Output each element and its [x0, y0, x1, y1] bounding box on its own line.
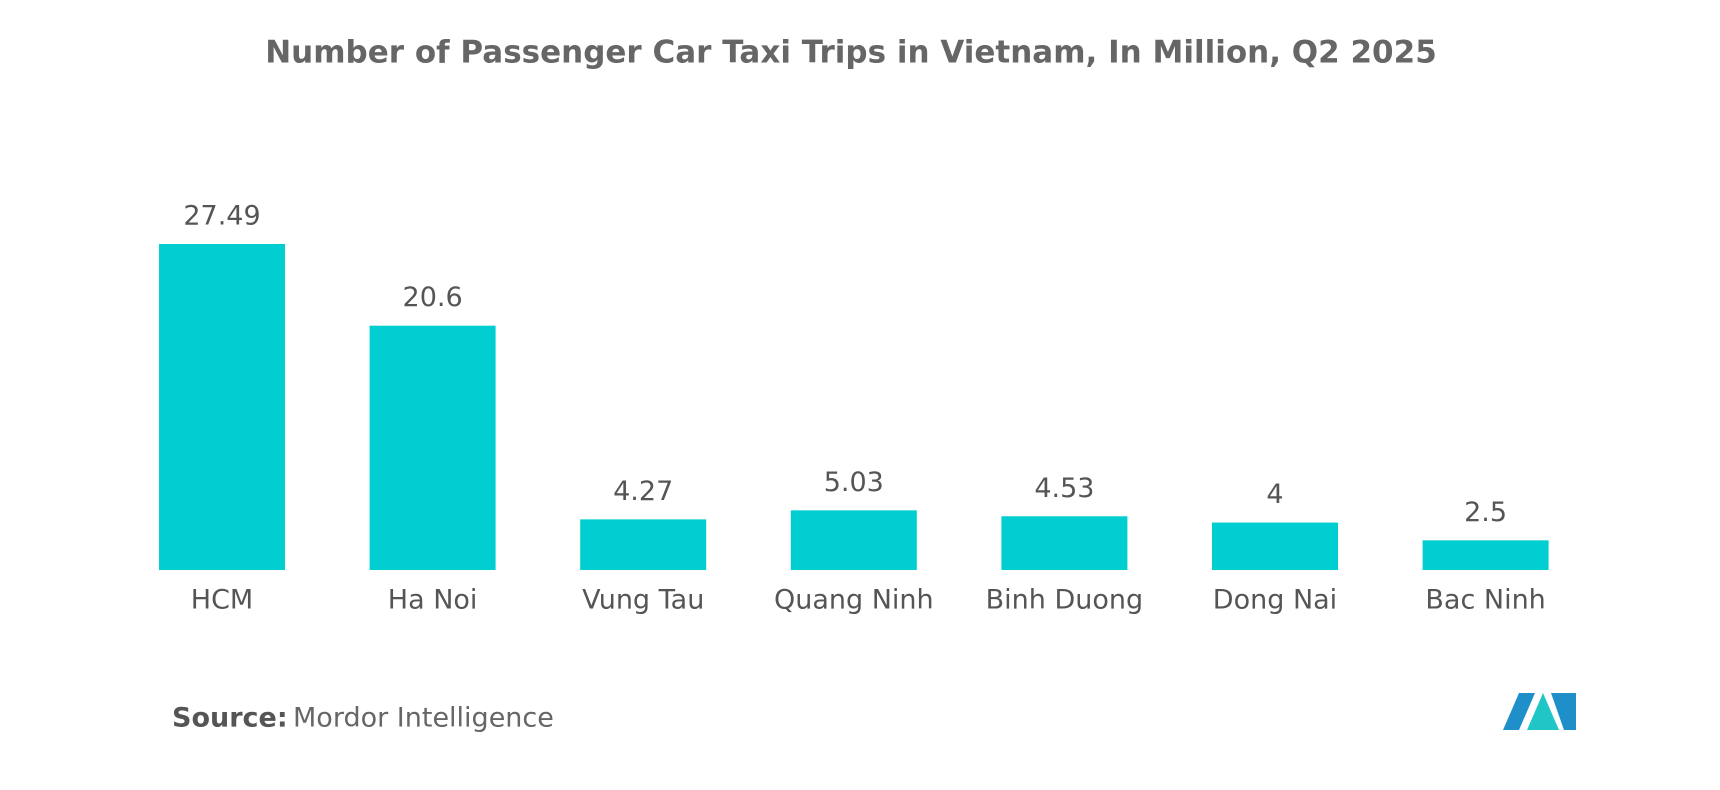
logo-shape — [1551, 693, 1576, 730]
value-label: 4.53 — [1034, 473, 1094, 504]
source-label: Source: — [172, 703, 288, 734]
x-tick-label: Binh Duong — [986, 585, 1144, 616]
value-label: 4 — [1266, 479, 1283, 510]
value-label: 4.27 — [613, 476, 673, 507]
x-tick-label: HCM — [191, 585, 253, 616]
x-tick-label: Bac Ninh — [1425, 585, 1545, 616]
value-label: 27.49 — [183, 201, 260, 232]
x-tick-label: Ha Noi — [388, 585, 478, 616]
x-tick-label: Vung Tau — [582, 585, 704, 616]
value-label: 20.6 — [403, 282, 463, 313]
chart-title: Number of Passenger Car Taxi Trips in Vi… — [265, 35, 1437, 71]
bar — [790, 510, 917, 570]
value-label: 2.5 — [1464, 497, 1507, 528]
bar — [1001, 516, 1128, 570]
source-text: Mordor Intelligence — [293, 703, 554, 734]
value-label: 5.03 — [824, 467, 884, 498]
bar — [1422, 540, 1549, 570]
bar — [580, 519, 707, 570]
bar — [159, 244, 285, 570]
bar — [1212, 522, 1338, 570]
logo-shape — [1527, 693, 1559, 730]
logo-shape — [1503, 693, 1535, 730]
x-tick-label: Dong Nai — [1213, 585, 1337, 616]
bar — [369, 325, 496, 570]
x-tick-label: Quang Ninh — [774, 585, 934, 616]
logo — [1503, 693, 1576, 730]
